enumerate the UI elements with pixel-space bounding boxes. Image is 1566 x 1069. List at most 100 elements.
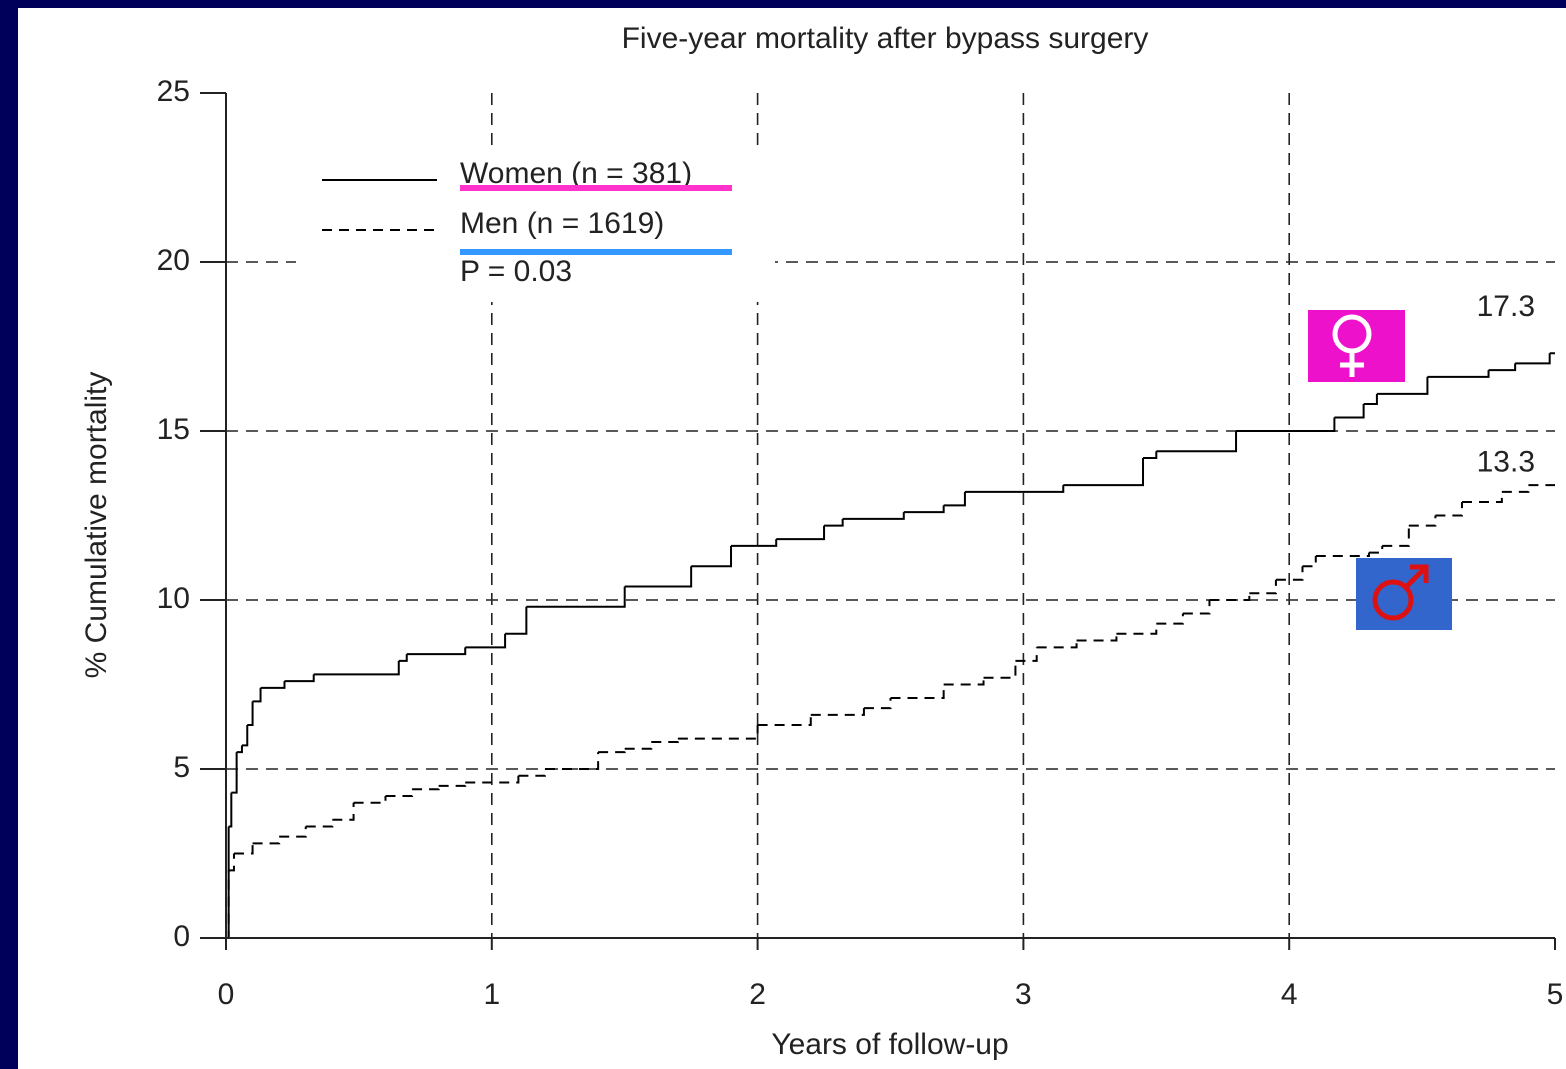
step-segment <box>731 539 778 547</box>
step-segment <box>1334 403 1365 419</box>
step-segment <box>228 792 233 828</box>
step-segment <box>252 687 262 703</box>
step-segment <box>332 802 355 821</box>
step-segment <box>1488 363 1517 372</box>
step-segment <box>824 518 844 527</box>
x-tick-label: 4 <box>1281 978 1298 1011</box>
plot-area <box>226 352 1555 939</box>
step-segment <box>651 738 679 743</box>
step-segment <box>385 789 414 798</box>
step-segment <box>1368 545 1384 554</box>
x-tick-label: 2 <box>749 978 766 1011</box>
step-segment <box>677 725 759 740</box>
x-axis-label: Years of follow-up <box>771 1028 1008 1061</box>
y-tick-label: 15 <box>157 413 190 446</box>
chart-title: Five-year mortality after bypass surgery <box>622 22 1149 55</box>
step-segment <box>241 725 249 747</box>
step-segment <box>518 769 546 777</box>
step-segment <box>1363 393 1378 405</box>
step-segment <box>1156 431 1238 453</box>
step-segment <box>863 698 892 710</box>
step-segment <box>438 782 467 787</box>
step-segment <box>983 660 1017 679</box>
step-segment <box>1116 623 1158 635</box>
step-segment <box>1182 600 1211 615</box>
y-tick-label: 20 <box>157 244 190 277</box>
step-segment <box>1376 376 1429 395</box>
step-segment <box>465 633 507 649</box>
x-tick-label: 5 <box>1547 978 1564 1011</box>
step-segment <box>1249 579 1277 595</box>
step-segment <box>624 741 653 750</box>
legend-label: Men (n = 1619) <box>460 207 664 240</box>
step-segment <box>691 545 733 568</box>
y-axis-label: % Cumulative mortality <box>80 372 113 679</box>
step-segment <box>624 566 693 588</box>
step-segment <box>398 654 408 662</box>
legend-label: Women (n = 381) <box>460 157 692 190</box>
step-segment <box>1435 501 1463 517</box>
step-segment <box>284 674 315 683</box>
legend-background <box>296 150 775 302</box>
step-segment <box>1236 417 1336 432</box>
step-segment <box>1275 566 1304 581</box>
y-tick-label: 25 <box>157 75 190 108</box>
step-segment <box>890 684 945 700</box>
step-segment <box>353 796 387 804</box>
step-segment <box>406 647 467 656</box>
step-segment <box>544 752 600 770</box>
y-tick-label: 10 <box>157 582 190 615</box>
step-segment <box>236 745 243 754</box>
step-segment <box>903 505 945 514</box>
step-segment <box>228 853 235 872</box>
step-segment <box>1209 593 1251 601</box>
end-value-label: 17.3 <box>1477 290 1535 323</box>
step-segment <box>943 677 985 686</box>
step-segment <box>1382 525 1410 547</box>
step-segment <box>1036 640 1078 649</box>
step-segment <box>757 714 812 727</box>
legend-highlight <box>460 249 732 255</box>
x-tick-label: 3 <box>1015 978 1032 1011</box>
step-segment <box>1063 458 1145 487</box>
step-segment <box>964 485 1065 493</box>
x-tick-label: 0 <box>218 978 235 1011</box>
male-icon <box>1356 558 1452 630</box>
step-segment <box>1461 491 1503 503</box>
step-segment <box>1076 633 1118 642</box>
step-segment <box>1015 647 1038 662</box>
step-segment <box>526 586 626 608</box>
step-segment <box>1156 613 1184 625</box>
step-segment <box>598 748 626 754</box>
legend-highlight <box>460 185 732 191</box>
y-tick-label: 0 <box>173 920 190 953</box>
p-value-annotation: P = 0.03 <box>460 255 572 288</box>
step-segment <box>252 836 281 845</box>
step-segment <box>233 843 254 855</box>
step-segment <box>412 785 440 791</box>
step-segment <box>1515 353 1551 365</box>
step-segment <box>505 606 528 635</box>
step-segment <box>1501 485 1530 493</box>
female-icon <box>1308 310 1405 382</box>
step-segment <box>1143 451 1158 460</box>
step-segment <box>247 701 254 727</box>
x-tick-label: 1 <box>483 978 500 1011</box>
step-segment <box>842 512 905 520</box>
step-segment <box>1315 552 1370 558</box>
step-segment <box>279 826 307 838</box>
step-segment <box>260 681 286 689</box>
step-segment <box>465 775 520 784</box>
y-tick-label: 5 <box>173 751 190 784</box>
step-segment <box>776 525 826 541</box>
step-segment <box>943 491 966 507</box>
step-segment <box>1302 556 1317 568</box>
step-segment <box>1408 515 1437 527</box>
step-segment <box>810 708 865 716</box>
step-segment <box>313 660 400 676</box>
end-value-label: 13.3 <box>1477 445 1535 478</box>
step-segment <box>305 819 334 828</box>
step-segment <box>231 752 238 794</box>
